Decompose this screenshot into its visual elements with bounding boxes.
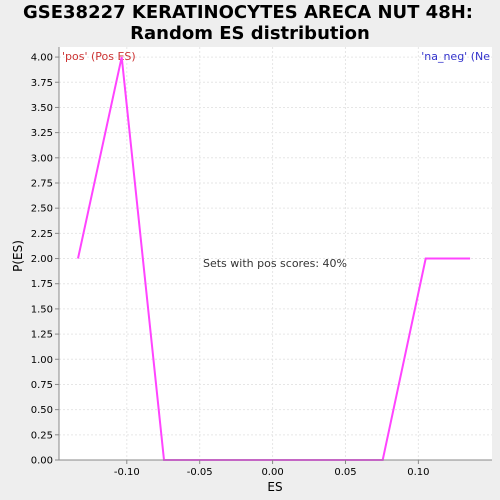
y-tick-label: 3.50 <box>31 103 53 114</box>
y-tick-label: 2.00 <box>31 254 53 265</box>
y-tick-label: 4.00 <box>31 53 53 64</box>
y-tick-label: 0.75 <box>31 380 53 391</box>
right-annotation: 'na_neg' (Ne <box>421 50 490 63</box>
y-tick-label: 0.50 <box>31 405 53 416</box>
y-axis-label: P(ES) <box>11 240 25 272</box>
y-tick-label: 1.75 <box>31 279 53 290</box>
x-axis-label: ES <box>267 480 282 494</box>
chart-title-line-1: GSE38227 KERATINOCYTES ARECA NUT 48H: <box>23 2 473 23</box>
left-annotation: 'pos' (Pos ES) <box>62 50 136 63</box>
y-tick-label: 0.00 <box>31 456 53 467</box>
y-tick-label: 1.50 <box>31 304 53 315</box>
y-tick-label: 0.25 <box>31 430 53 441</box>
y-tick-label: 2.75 <box>31 178 53 189</box>
y-tick-label: 2.50 <box>31 204 53 215</box>
y-tick-label: 1.25 <box>31 330 53 341</box>
x-tick-label: 0.10 <box>407 467 429 478</box>
x-ticks: -0.10 -0.05 0.00 0.05 0.10 <box>114 460 430 478</box>
y-tick-label: 3.00 <box>31 153 53 164</box>
x-tick-label: -0.10 <box>114 467 140 478</box>
grid <box>59 47 492 461</box>
y-tick-label: 1.00 <box>31 355 53 366</box>
y-tick-label: 3.25 <box>31 128 53 139</box>
x-tick-label: 0.00 <box>261 467 283 478</box>
chart-title-line-2: Random ES distribution <box>130 23 370 44</box>
plot-area <box>59 47 492 460</box>
center-annotation: Sets with pos scores: 40% <box>203 257 347 270</box>
x-tick-label: -0.05 <box>187 467 213 478</box>
y-tick-label: 2.25 <box>31 229 53 240</box>
y-ticks: 0.00 0.25 0.50 0.75 1.00 1.25 1.50 1.75 2.00 2.25… <box>31 53 59 467</box>
x-tick-label: 0.05 <box>334 467 356 478</box>
y-tick-label: 3.75 <box>31 78 53 89</box>
